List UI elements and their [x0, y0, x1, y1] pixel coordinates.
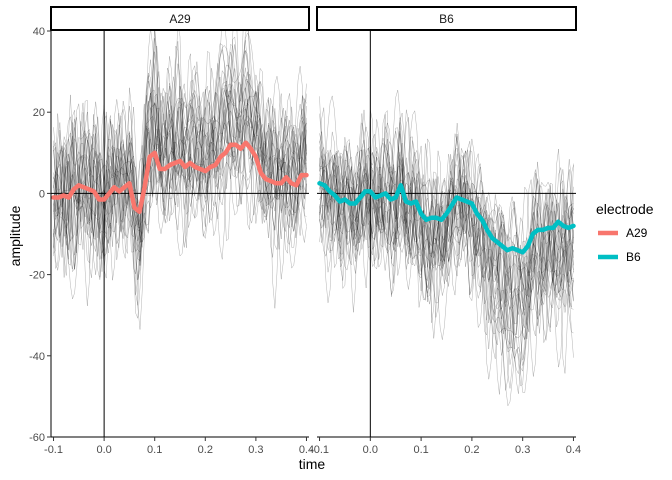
panels-layer: A29 -0.1 0.0 0.1 0.2 0.3 0.4 -60 -40 -20 0 20 40 B6 -0…	[29, 6, 581, 456]
x-tick-label: -0.1	[44, 444, 63, 456]
trial-trace	[53, 80, 307, 276]
trial-trace	[319, 152, 574, 277]
trial-trace	[319, 117, 574, 326]
trial-trace	[319, 131, 574, 372]
trial-trace	[319, 155, 574, 389]
x-tick-label: 0.0	[96, 444, 111, 456]
trial-trace	[319, 113, 574, 356]
x-tick-label: 0.4	[566, 444, 581, 456]
x-tick-label: 0.4	[299, 444, 314, 456]
mean-line-A29	[51, 140, 309, 214]
trial-trace	[319, 95, 574, 375]
y-axis-label: amplitude	[7, 205, 23, 266]
y-tick-label: 40	[33, 26, 45, 38]
trial-trace	[319, 122, 574, 281]
trial-trace	[319, 89, 574, 346]
panel-A29: A29 -0.1 0.0 0.1 0.2 0.3 0.4 -60 -40 -20 0 20 40	[29, 6, 314, 456]
x-axis-label: time	[299, 456, 326, 472]
legend-label-A29: A29	[626, 226, 648, 240]
trial-trace	[53, 83, 307, 330]
strip-box-B6	[316, 6, 577, 31]
trial-trace	[319, 122, 574, 291]
trial-trace	[319, 164, 574, 325]
trial-traces	[53, 31, 307, 330]
x-tick-label: -0.1	[310, 444, 329, 456]
trial-trace	[319, 156, 574, 407]
legend-title: electrode	[596, 201, 654, 217]
trial-trace	[53, 83, 307, 270]
trial-trace	[319, 117, 574, 380]
trial-trace	[319, 96, 574, 350]
x-tick-label: 0.3	[248, 444, 263, 456]
trial-trace	[53, 88, 307, 280]
y-tick-label: 0	[39, 188, 45, 200]
x-tick-label: 0.1	[413, 444, 428, 456]
trial-trace	[319, 131, 574, 349]
trial-trace	[53, 73, 307, 272]
trial-trace	[53, 32, 307, 274]
y-tick-label: -60	[29, 432, 45, 444]
trial-traces	[319, 89, 574, 407]
trial-trace	[53, 45, 307, 270]
x-tick-label: 0.3	[515, 444, 530, 456]
trial-trace	[53, 38, 307, 306]
trial-trace	[53, 31, 307, 261]
trial-trace	[319, 107, 574, 315]
y-tick-label: -20	[29, 270, 45, 282]
trial-trace	[319, 112, 574, 391]
panel-B6: B6 -0.1 0.0 0.1 0.2 0.3 0.4	[310, 6, 581, 456]
y-tick-label: -40	[29, 351, 45, 363]
trial-trace	[53, 73, 307, 243]
trial-trace	[319, 149, 574, 315]
trial-trace	[53, 51, 307, 260]
x-tick-label: 0.1	[147, 444, 162, 456]
legend-label-B6: B6	[626, 250, 641, 264]
x-tick-label: 0.0	[363, 444, 378, 456]
mean-line-B6	[317, 181, 576, 255]
strip-label-A29: A29	[169, 12, 191, 26]
x-tick-label: 0.2	[198, 444, 213, 456]
trial-trace	[53, 36, 307, 227]
trial-trace	[53, 99, 307, 299]
strip-box-A29	[50, 6, 310, 31]
trial-trace	[319, 134, 574, 365]
trial-trace	[53, 31, 307, 269]
legend: electrode A29 B6	[596, 201, 654, 264]
trial-trace	[319, 152, 574, 395]
legend-entries: A29 B6	[598, 226, 648, 264]
trial-trace	[53, 31, 307, 280]
trial-trace	[53, 71, 307, 280]
trial-trace	[53, 31, 307, 257]
trial-trace	[319, 109, 574, 353]
trial-trace	[319, 138, 574, 329]
trial-trace	[53, 115, 307, 248]
strip-label-B6: B6	[439, 12, 454, 26]
x-tick-label: 0.2	[464, 444, 479, 456]
trial-trace	[53, 31, 307, 258]
trial-trace	[319, 110, 574, 343]
y-tick-label: 20	[33, 107, 45, 119]
trial-trace	[53, 31, 307, 266]
trial-trace	[319, 140, 574, 339]
trial-trace	[53, 83, 307, 248]
